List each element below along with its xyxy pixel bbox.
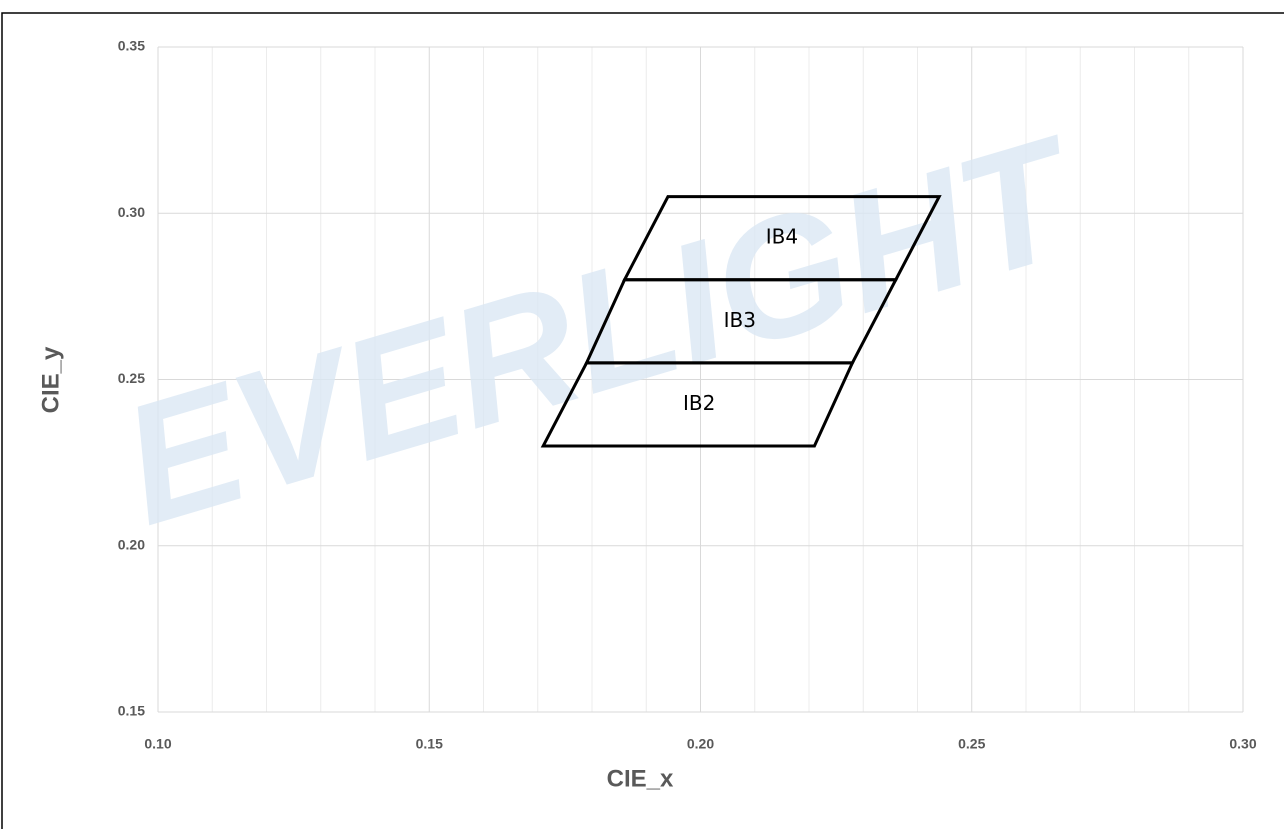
y-tick-label: 0.15 [118,703,145,719]
bin-label: IB2 [683,391,715,415]
x-tick-label: 0.30 [1229,736,1256,752]
x-axis-title: CIE_x [607,765,674,792]
bin-label: IB3 [724,308,756,332]
y-tick-label: 0.20 [118,536,145,552]
y-tick-label: 0.30 [118,204,145,220]
x-tick-label: 0.15 [416,736,443,752]
bin-label: IB4 [766,225,798,249]
frame [1,12,1284,829]
bin-outline [622,195,942,282]
x-tick-label: 0.25 [958,736,985,752]
grid [157,46,1244,713]
x-tick-label: 0.20 [687,736,714,752]
y-tick-label: 0.25 [118,370,145,386]
x-tick-label: 0.10 [144,736,171,752]
y-axis-title: CIE_y [37,346,64,413]
y-tick-label: 0.35 [118,38,145,54]
